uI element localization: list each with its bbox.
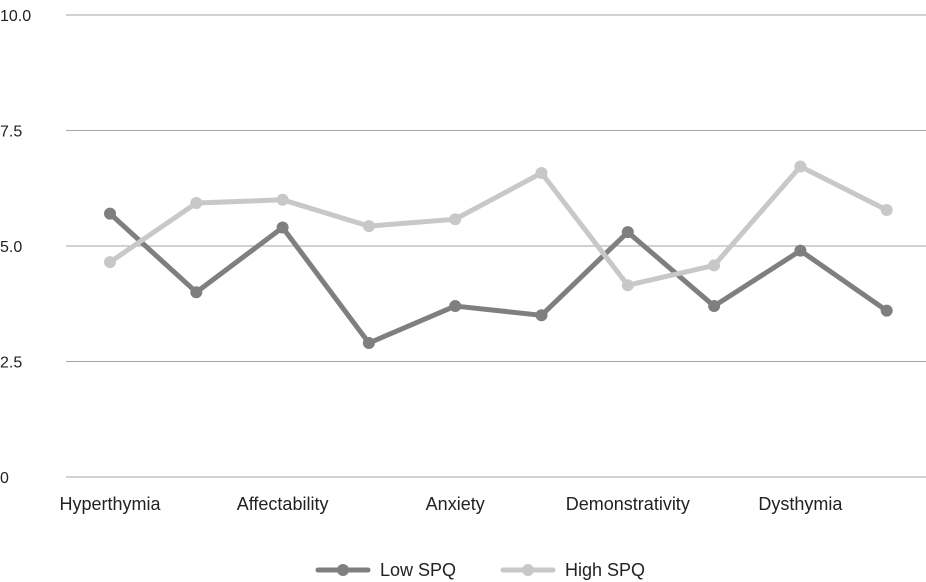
- data-point: [104, 256, 116, 268]
- data-point: [104, 208, 116, 220]
- data-point: [449, 213, 461, 225]
- data-point: [363, 220, 375, 232]
- x-tick-label: Anxiety: [426, 494, 485, 514]
- data-point: [190, 286, 202, 298]
- y-tick-label: 0: [0, 470, 9, 487]
- data-point: [449, 300, 461, 312]
- data-point: [277, 194, 289, 206]
- data-point: [708, 300, 720, 312]
- data-point: [536, 309, 548, 321]
- data-point: [277, 222, 289, 234]
- y-tick-label: 2.5: [0, 355, 22, 372]
- series-line: [110, 214, 887, 343]
- x-axis-ticks: Hyperthymia Affectability Anxiety Demonstra…: [59, 494, 843, 514]
- legend-item: Low SPQ: [318, 560, 456, 580]
- y-tick-label: 5.0: [0, 239, 22, 256]
- y-axis-ticks: 0 2.5 5.0 7.5 10.0: [0, 8, 31, 487]
- data-point: [794, 245, 806, 257]
- data-point: [794, 161, 806, 173]
- x-tick-label: Hyperthymia: [59, 494, 161, 514]
- data-point: [708, 259, 720, 271]
- data-point: [363, 337, 375, 349]
- legend-swatch-marker: [337, 564, 349, 576]
- data-point: [881, 305, 893, 317]
- y-tick-label: 7.5: [0, 124, 22, 141]
- y-tick-label: 10.0: [0, 8, 31, 25]
- data-point: [881, 204, 893, 216]
- data-point: [190, 197, 202, 209]
- legend: Low SPQ High SPQ: [318, 560, 645, 580]
- legend-item: High SPQ: [503, 560, 645, 580]
- series-low-spq: [104, 208, 893, 349]
- x-tick-label: Affectability: [237, 494, 329, 514]
- x-tick-label: Demonstrativity: [566, 494, 690, 514]
- data-point: [536, 167, 548, 179]
- series-group: [104, 161, 893, 349]
- legend-label: High SPQ: [565, 560, 645, 580]
- legend-label: Low SPQ: [380, 560, 456, 580]
- data-point: [622, 226, 634, 238]
- data-point: [622, 279, 634, 291]
- legend-swatch-marker: [522, 564, 534, 576]
- x-tick-label: Dysthymia: [758, 494, 843, 514]
